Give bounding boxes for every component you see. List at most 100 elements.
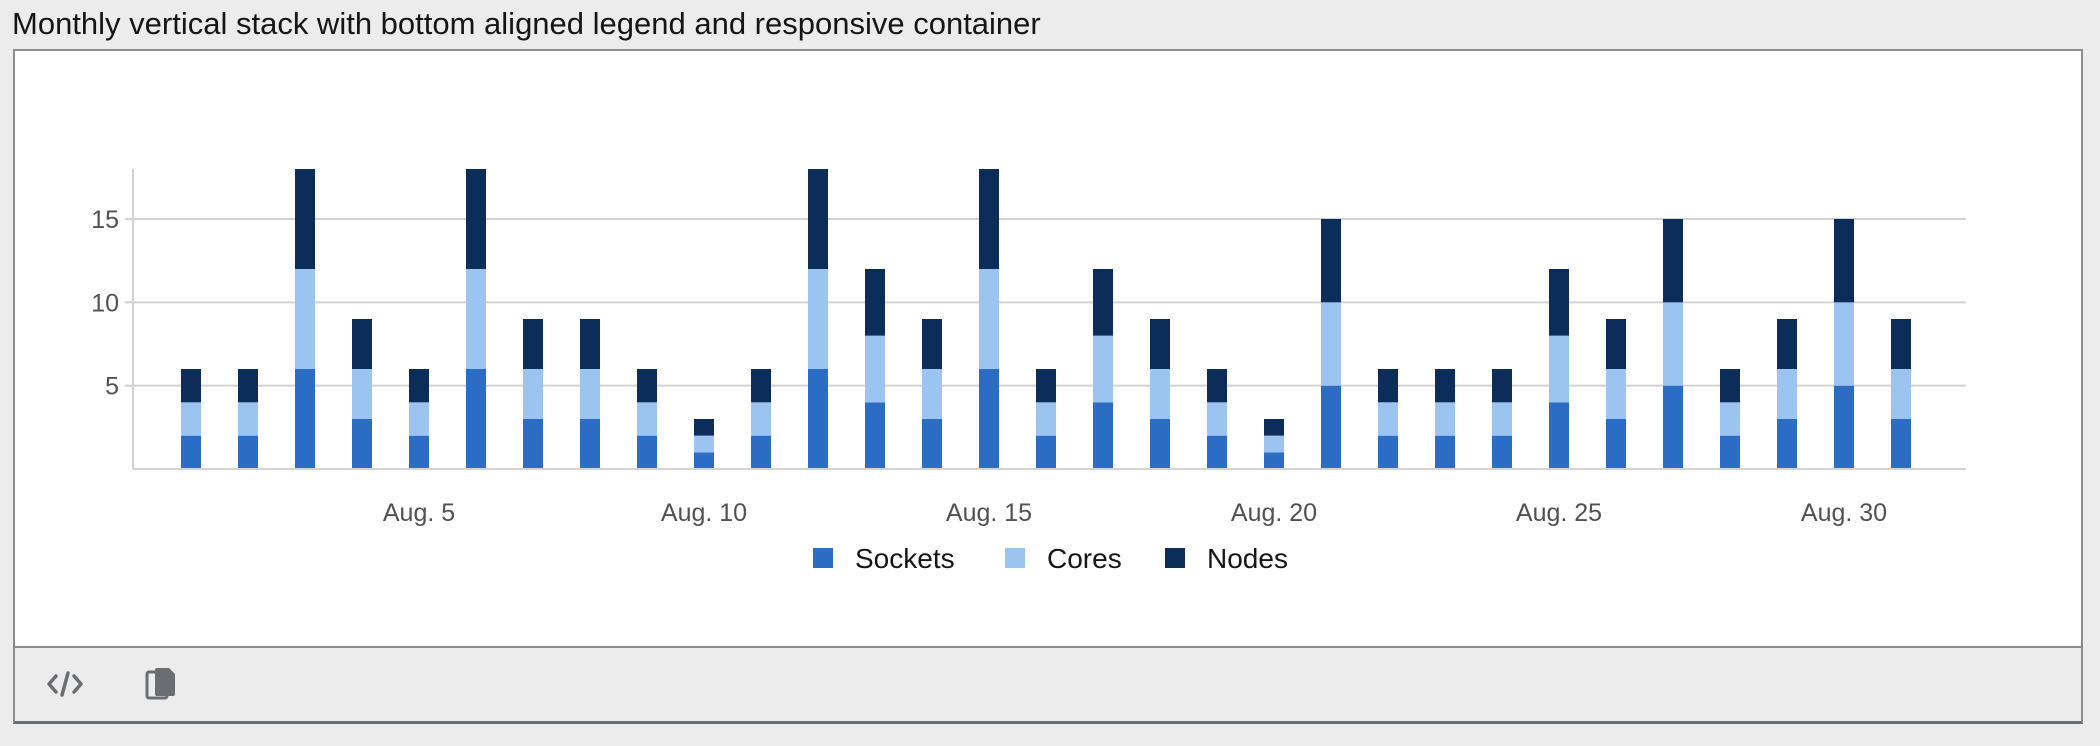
bar-cores-day-1[interactable] — [181, 402, 201, 436]
bar-cores-day-10[interactable] — [694, 435, 714, 453]
bar-nodes-day-14[interactable] — [922, 319, 942, 369]
bar-sockets-day-2[interactable] — [238, 435, 258, 469]
bar-cores-day-16[interactable] — [1036, 402, 1056, 436]
bar-cores-day-31[interactable] — [1891, 369, 1911, 419]
bar-cores-day-5[interactable] — [409, 402, 429, 436]
bar-nodes-day-27[interactable] — [1663, 219, 1683, 303]
bar-nodes-day-8[interactable] — [580, 319, 600, 369]
bar-sockets-day-28[interactable] — [1720, 435, 1740, 469]
bar-sockets-day-16[interactable] — [1036, 435, 1056, 469]
bar-cores-day-9[interactable] — [637, 402, 657, 436]
bar-cores-day-11[interactable] — [751, 402, 771, 436]
bar-cores-day-14[interactable] — [922, 369, 942, 419]
bar-sockets-day-26[interactable] — [1606, 419, 1626, 469]
bar-nodes-day-13[interactable] — [865, 269, 885, 336]
bar-cores-day-18[interactable] — [1150, 369, 1170, 419]
bar-nodes-day-16[interactable] — [1036, 369, 1056, 403]
bar-nodes-day-5[interactable] — [409, 369, 429, 403]
bar-sockets-day-29[interactable] — [1777, 419, 1797, 469]
bar-nodes-day-7[interactable] — [523, 319, 543, 369]
bar-nodes-day-9[interactable] — [637, 369, 657, 403]
bar-sockets-day-5[interactable] — [409, 435, 429, 469]
bar-nodes-day-23[interactable] — [1435, 369, 1455, 403]
bar-sockets-day-11[interactable] — [751, 435, 771, 469]
bar-sockets-day-22[interactable] — [1378, 435, 1398, 469]
bar-nodes-day-30[interactable] — [1834, 219, 1854, 303]
bar-nodes-day-17[interactable] — [1093, 269, 1113, 336]
legend-swatch-sockets — [813, 548, 833, 568]
bar-sockets-day-25[interactable] — [1549, 402, 1569, 469]
bar-nodes-day-15[interactable] — [979, 169, 999, 269]
bar-cores-day-29[interactable] — [1777, 369, 1797, 419]
bar-cores-day-22[interactable] — [1378, 402, 1398, 436]
page-title: Monthly vertical stack with bottom align… — [12, 6, 1041, 41]
bar-cores-day-27[interactable] — [1663, 302, 1683, 386]
legend-swatch-nodes — [1165, 548, 1185, 568]
bar-sockets-day-20[interactable] — [1264, 452, 1284, 469]
view-code-button[interactable] — [43, 662, 87, 706]
bar-sockets-day-4[interactable] — [352, 419, 372, 469]
bar-sockets-day-3[interactable] — [295, 369, 315, 469]
bar-cores-day-8[interactable] — [580, 369, 600, 419]
bar-nodes-day-2[interactable] — [238, 369, 258, 403]
bar-cores-day-24[interactable] — [1492, 402, 1512, 436]
bar-cores-day-17[interactable] — [1093, 335, 1113, 403]
bar-nodes-day-22[interactable] — [1378, 369, 1398, 403]
bar-cores-day-2[interactable] — [238, 402, 258, 436]
copy-code-button[interactable] — [139, 662, 183, 706]
bar-nodes-day-24[interactable] — [1492, 369, 1512, 403]
x-tick-label: Aug. 25 — [1516, 499, 1602, 527]
bar-nodes-day-18[interactable] — [1150, 319, 1170, 369]
bar-cores-day-6[interactable] — [466, 269, 486, 369]
bar-cores-day-20[interactable] — [1264, 435, 1284, 453]
bar-nodes-day-29[interactable] — [1777, 319, 1797, 369]
bar-sockets-day-23[interactable] — [1435, 435, 1455, 469]
bar-sockets-day-15[interactable] — [979, 369, 999, 469]
bar-cores-day-12[interactable] — [808, 269, 828, 369]
bar-nodes-day-31[interactable] — [1891, 319, 1911, 369]
bar-cores-day-15[interactable] — [979, 269, 999, 369]
bar-nodes-day-25[interactable] — [1549, 269, 1569, 336]
bar-cores-day-25[interactable] — [1549, 335, 1569, 403]
bar-cores-day-3[interactable] — [295, 269, 315, 369]
bar-sockets-day-7[interactable] — [523, 419, 543, 469]
bar-nodes-day-3[interactable] — [295, 169, 315, 269]
bar-sockets-day-18[interactable] — [1150, 419, 1170, 469]
bar-nodes-day-21[interactable] — [1321, 219, 1341, 303]
bar-sockets-day-13[interactable] — [865, 402, 885, 469]
y-tick-label: 5 — [105, 373, 119, 401]
bar-nodes-day-12[interactable] — [808, 169, 828, 269]
bar-sockets-day-31[interactable] — [1891, 419, 1911, 469]
bar-nodes-day-10[interactable] — [694, 419, 714, 436]
bar-sockets-day-19[interactable] — [1207, 435, 1227, 469]
bar-nodes-day-4[interactable] — [352, 319, 372, 369]
bar-cores-day-30[interactable] — [1834, 302, 1854, 386]
bar-cores-day-21[interactable] — [1321, 302, 1341, 386]
bar-sockets-day-21[interactable] — [1321, 385, 1341, 469]
bar-sockets-day-8[interactable] — [580, 419, 600, 469]
bar-sockets-day-9[interactable] — [637, 435, 657, 469]
bar-nodes-day-28[interactable] — [1720, 369, 1740, 403]
bar-sockets-day-24[interactable] — [1492, 435, 1512, 469]
bar-sockets-day-27[interactable] — [1663, 385, 1683, 469]
bar-cores-day-23[interactable] — [1435, 402, 1455, 436]
bar-cores-day-19[interactable] — [1207, 402, 1227, 436]
bar-cores-day-7[interactable] — [523, 369, 543, 419]
bar-sockets-day-12[interactable] — [808, 369, 828, 469]
bar-sockets-day-14[interactable] — [922, 419, 942, 469]
bar-cores-day-4[interactable] — [352, 369, 372, 419]
bar-nodes-day-11[interactable] — [751, 369, 771, 403]
bar-sockets-day-17[interactable] — [1093, 402, 1113, 469]
bar-cores-day-26[interactable] — [1606, 369, 1626, 419]
bar-cores-day-13[interactable] — [865, 335, 885, 403]
bar-nodes-day-1[interactable] — [181, 369, 201, 403]
bar-sockets-day-10[interactable] — [694, 452, 714, 469]
bar-sockets-day-1[interactable] — [181, 435, 201, 469]
bar-sockets-day-30[interactable] — [1834, 385, 1854, 469]
bar-nodes-day-6[interactable] — [466, 169, 486, 269]
bar-nodes-day-26[interactable] — [1606, 319, 1626, 369]
bar-nodes-day-19[interactable] — [1207, 369, 1227, 403]
bar-sockets-day-6[interactable] — [466, 369, 486, 469]
bar-cores-day-28[interactable] — [1720, 402, 1740, 436]
bar-nodes-day-20[interactable] — [1264, 419, 1284, 436]
